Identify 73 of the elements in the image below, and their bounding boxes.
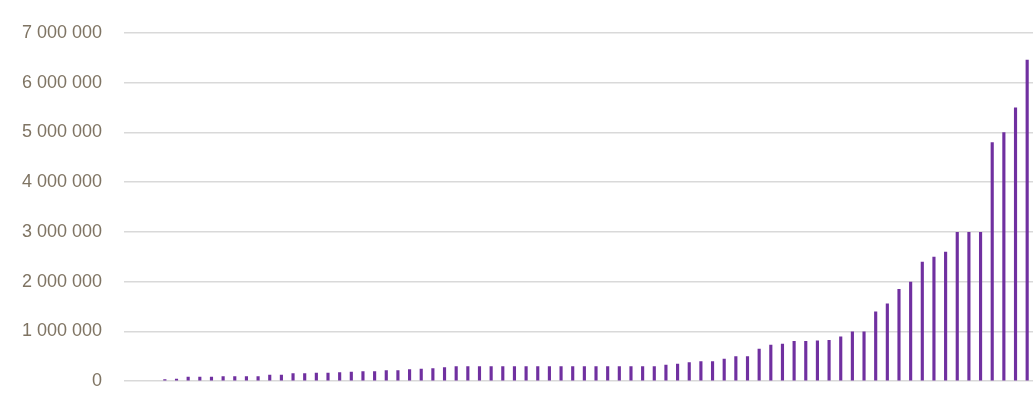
bar (734, 356, 738, 381)
y-tick-label: 4 000 000 (22, 171, 103, 192)
bar (221, 376, 225, 381)
bar (815, 340, 819, 381)
bar (1013, 107, 1018, 381)
bar (303, 373, 307, 381)
bar (769, 344, 773, 381)
bar (384, 370, 388, 381)
bar (850, 331, 854, 381)
bar (1002, 132, 1006, 381)
bar (652, 366, 656, 381)
y-tick-label: 6 000 000 (22, 71, 103, 92)
bar (955, 231, 959, 381)
bar (501, 366, 505, 381)
bar (664, 364, 668, 381)
bar (699, 361, 703, 381)
y-tick-label: 3 000 000 (22, 220, 103, 241)
y-tick-label: 1 000 000 (22, 320, 103, 341)
bar (594, 366, 598, 381)
bar (641, 366, 645, 381)
bar (780, 343, 785, 381)
bar (1025, 59, 1029, 381)
bar (291, 373, 295, 381)
bar (326, 372, 330, 381)
bar (978, 231, 983, 381)
bar (408, 369, 412, 381)
y-tick-label: 7 000 000 (22, 21, 103, 42)
bar (361, 371, 365, 381)
bar (792, 340, 796, 381)
bar (559, 366, 563, 381)
bar (745, 356, 750, 381)
bar (687, 362, 691, 381)
bar (827, 339, 831, 381)
bar (617, 366, 621, 381)
bar (967, 231, 971, 381)
bar (512, 366, 517, 381)
bar (629, 366, 633, 381)
bar (920, 261, 924, 381)
bar (244, 376, 249, 381)
bar (442, 367, 447, 381)
bar (489, 366, 493, 381)
bar (897, 289, 901, 381)
bar (466, 366, 470, 381)
bar (547, 366, 551, 381)
bar (944, 251, 948, 381)
bar (454, 366, 458, 381)
y-tick-label: 2 000 000 (22, 270, 103, 291)
bar (839, 336, 843, 381)
bar (431, 368, 435, 381)
bar (874, 311, 878, 381)
bar (524, 366, 528, 381)
bar (338, 372, 342, 381)
bar (256, 376, 260, 381)
bar (990, 142, 994, 381)
bar (536, 366, 540, 381)
bar (757, 348, 761, 381)
bar (477, 366, 482, 381)
bar (710, 361, 715, 381)
bar (233, 376, 237, 381)
y-tick-label: 0 (92, 370, 103, 391)
bar (932, 256, 936, 381)
bar (582, 366, 586, 381)
bar (862, 331, 866, 381)
bar (396, 370, 400, 381)
bar (373, 371, 377, 381)
bar (571, 366, 575, 381)
bar (722, 358, 726, 381)
bar (804, 340, 808, 381)
bar (909, 281, 913, 381)
bar (606, 366, 610, 381)
y-tick-label: 5 000 000 (22, 121, 103, 142)
bar (676, 363, 680, 381)
bar (885, 303, 889, 381)
